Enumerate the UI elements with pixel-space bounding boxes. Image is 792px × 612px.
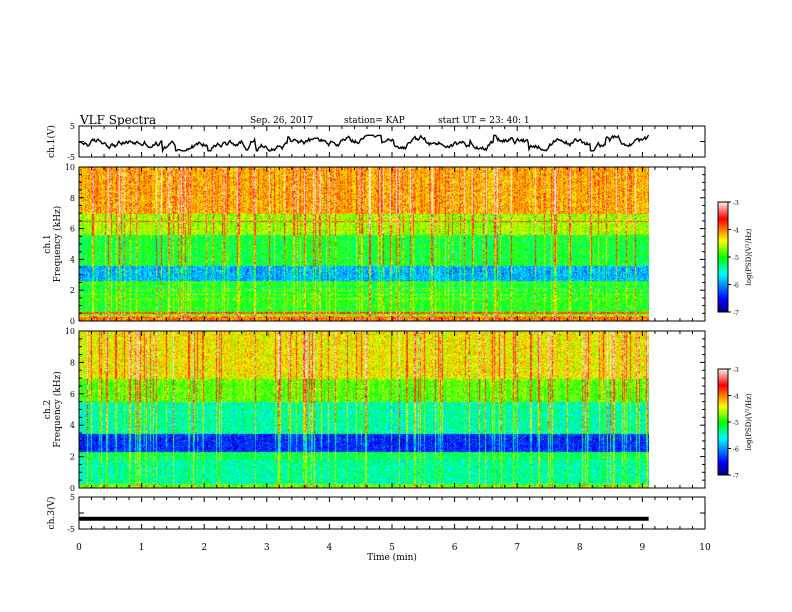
y-tick-label: 0: [70, 317, 75, 326]
x-tick-label: 5: [389, 543, 395, 553]
colorbar-tick-label: -5: [733, 255, 739, 262]
colorbar-tick-label: -6: [733, 447, 739, 454]
y-tick-label: 8: [70, 358, 75, 367]
colorbar-tick-label: -7: [733, 473, 739, 480]
colorbar-tick-label: -6: [733, 283, 739, 290]
y-tick-label: 4: [70, 255, 75, 264]
x-tick-label: 7: [514, 543, 520, 553]
colorbar-label: log(PSD)(V²/Hz): [745, 393, 753, 450]
y-tick-label: 0: [70, 484, 75, 493]
station-label: station= KAP: [344, 116, 405, 126]
y-tick-label: 6: [70, 390, 75, 399]
y-tick-label: 10: [65, 327, 75, 336]
y-tick-label: 10: [65, 163, 75, 172]
y-tick-label: 4: [70, 421, 75, 430]
y-tick-label: 5: [70, 122, 75, 131]
colorbar-ch2: [718, 369, 728, 475]
colorbar-tick-label: -3: [733, 200, 739, 207]
x-tick-label: 10: [699, 543, 711, 553]
x-tick-label: 4: [327, 543, 333, 553]
y-tick-label: -5: [67, 525, 75, 534]
x-tick-label: 3: [264, 543, 270, 553]
date-label: Sep. 26, 2017: [250, 116, 314, 126]
y-axis-label: ch.1(V): [46, 125, 57, 158]
y-axis-label: ch.3(V): [46, 497, 57, 530]
start-time-label: start UT = 23: 40: 1: [438, 116, 530, 126]
y-axis-label: Frequency (kHz): [52, 206, 63, 283]
y-axis-label-channel: ch.2: [43, 400, 53, 419]
x-tick-label: 6: [452, 543, 458, 553]
colorbar-tick-label: -4: [733, 394, 739, 401]
colorbar-label: log(PSD)(V²/Hz): [745, 228, 753, 285]
ch2-spectrogram-image: [79, 331, 649, 488]
x-axis-label: Time (min): [367, 552, 417, 563]
y-axis-label-channel: ch.1: [43, 234, 53, 253]
colorbar-ch1: [718, 202, 728, 312]
colorbar-tick-label: -4: [733, 228, 739, 235]
y-tick-label: 2: [70, 453, 75, 462]
y-tick-label: 2: [70, 286, 75, 295]
x-tick-label: 1: [139, 543, 145, 553]
figure-title: VLF Spectra: [80, 113, 157, 127]
x-tick-label: 2: [201, 543, 207, 553]
ch1-spectrogram-image: [79, 167, 649, 321]
y-tick-label: 8: [70, 194, 75, 203]
colorbar-tick-label: -7: [733, 310, 739, 317]
ch1-waveform-trace: [78, 134, 650, 154]
y-axis-label: Frequency (kHz): [52, 371, 63, 448]
colorbar-tick-label: -5: [733, 420, 739, 427]
x-tick-label: 9: [640, 543, 646, 553]
x-tick-label: 0: [76, 543, 82, 553]
y-tick-label: -5: [67, 153, 75, 162]
y-tick-label: 5: [70, 493, 75, 502]
x-tick-label: 8: [577, 543, 583, 553]
colorbar-tick-label: -3: [733, 367, 739, 374]
y-tick-label: 6: [70, 225, 75, 234]
